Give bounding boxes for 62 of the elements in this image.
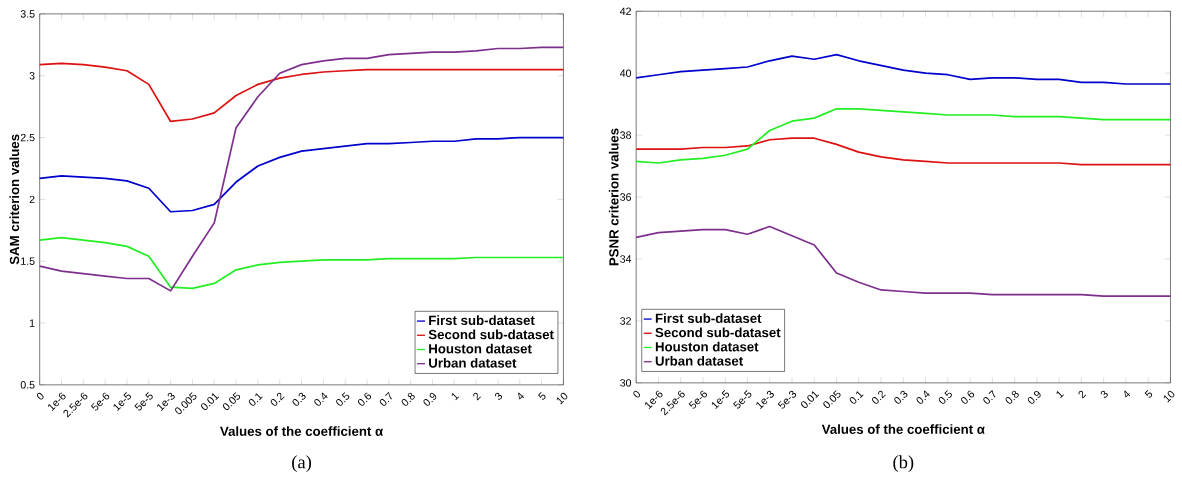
x-tick-label: 4 [1124,390,1131,398]
x-tick-label: 0.6 [357,392,372,406]
x-tick-label: 0.9 [1027,390,1041,404]
x-tick-label: 2 [473,392,481,401]
x-axis-title: Values of the coefficient α [220,426,384,436]
x-tick-label: 0.7 [379,391,392,406]
y-tick-label: 40 [619,69,632,77]
y-tick-label: 3.5 [20,10,35,18]
x-tick-label: 2 [1078,390,1087,399]
y-tick-label: 34 [620,255,632,263]
legend-label: Second sub-dataset [428,329,554,340]
x-tick-label: 0.4 [314,392,328,406]
legend-label: Houston dataset [429,343,532,354]
x-tick-label: 5 [1144,390,1153,398]
x-tick-label: 3 [1100,390,1108,398]
x-tick-label: 0.5 [336,392,350,406]
y-tick-label: 38 [620,131,632,139]
x-tick-label: 0.1 [849,391,864,404]
legend-label: First sub-dataset [429,315,535,325]
x-tick-label: 0.6 [961,390,975,404]
y-axis-title: SAM criterion values [9,134,20,265]
x-tick-label: 5 [538,392,546,400]
x-tick-label: 0.2 [871,390,886,404]
y-tick-label: 3 [29,71,35,80]
x-axis-title: Values of the coefficient α [821,424,985,434]
y-tick-label: 32 [620,317,631,325]
x-tick-label: 0.2 [270,392,285,406]
y-tick-label: 0.5 [20,381,35,389]
x-tick-label: 0.8 [1005,390,1019,404]
x-tick-label: 0.8 [401,392,415,406]
y-tick-label: 30 [620,379,632,387]
x-tick-label: 0.4 [916,390,930,404]
x-tick-label: 10 [556,392,568,405]
x-tick-label: 0 [36,392,44,400]
x-tick-label: 0.5 [938,390,952,404]
x-tick-label: 3 [495,392,503,400]
text: (b) [893,455,914,473]
legend-label: Urban dataset [429,357,517,368]
text: (a) [292,455,312,473]
y-tick-label: 1.5 [21,257,35,265]
x-tick-label: 0.01 [201,393,220,410]
x-tick-label: 0.9 [423,392,437,406]
y-tick-label: 1 [29,319,35,327]
x-tick-label: 0.7 [983,389,996,404]
x-tick-label: 0 [633,390,641,398]
legend-label: First sub-dataset [655,313,762,323]
x-tick-label: 10 [1163,390,1175,403]
y-tick-label: 2.5 [20,133,35,142]
legend-label: Urban dataset [655,355,744,366]
y-tick-label: 42 [619,7,631,15]
x-tick-label: 0.3 [894,390,908,404]
x-tick-label: 4 [518,392,524,400]
x-tick-label: 0.1 [248,393,263,406]
x-tick-label: 1 [451,393,460,401]
x-tick-label: 0.3 [292,392,306,406]
x-tick-label: 1 [1056,391,1064,399]
y-tick-label: 36 [620,193,632,201]
legend-label: Second sub-dataset [655,327,781,338]
y-axis-title: PSNR criterion values [608,128,619,266]
y-tick-label: 2 [29,195,35,204]
legend-label: Houston dataset [655,341,759,352]
x-tick-label: 0.01 [801,391,820,408]
